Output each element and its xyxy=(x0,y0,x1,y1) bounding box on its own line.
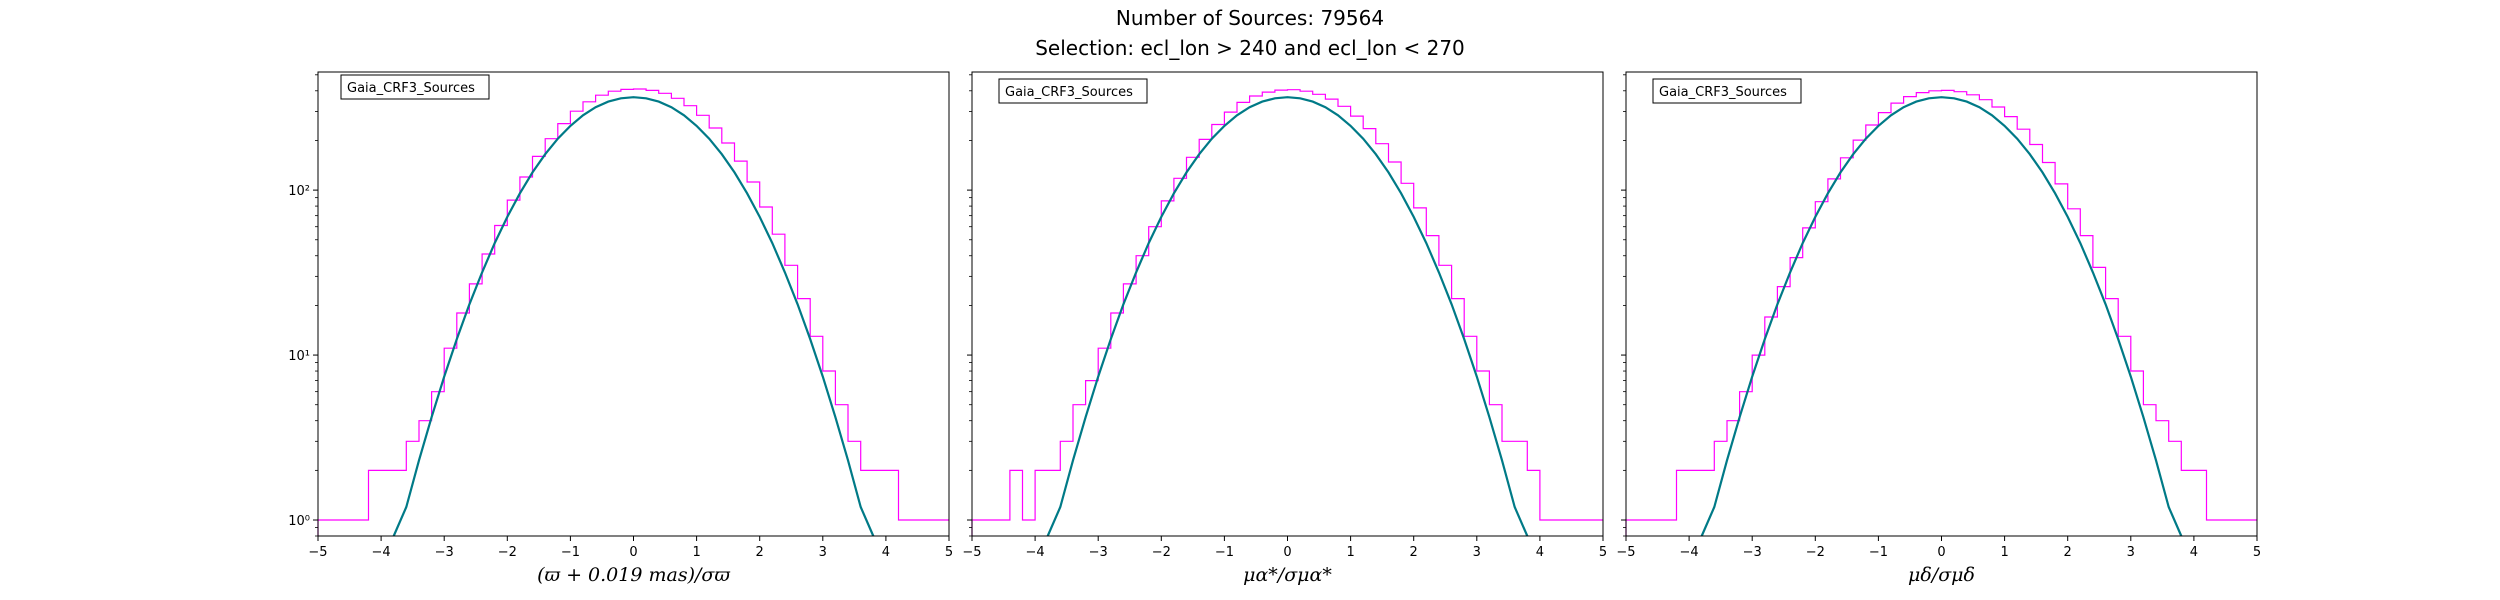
plot-frame xyxy=(1625,71,2258,537)
x-axis-label: μδ/σμδ xyxy=(1908,564,1975,586)
x-tick-label: 2 xyxy=(2064,545,2072,560)
x-tick-label: −2 xyxy=(498,545,517,560)
y-tick-label: 10² xyxy=(288,184,310,199)
panel-1: −5 −4 −3 −2 −1 0 1 2 3 4 5 10⁰ 10¹ 10² (ϖ + 0.019 mas)… xyxy=(288,71,953,586)
x-tick-label: −2 xyxy=(1806,545,1825,560)
legend-label: Gaia_CRF3_Sources xyxy=(1005,85,1133,100)
plot-frame xyxy=(971,71,1604,537)
x-tick-label: 4 xyxy=(882,545,890,560)
x-tick-label: 2 xyxy=(756,545,764,560)
legend-box xyxy=(1652,78,1802,104)
x-tick-label: −3 xyxy=(1089,545,1108,560)
x-tick-label: 5 xyxy=(2253,545,2261,560)
x-tick-label: 1 xyxy=(2000,545,2008,560)
plot-frame xyxy=(317,71,950,537)
x-tick-label: −1 xyxy=(1215,545,1234,560)
histogram-series xyxy=(971,89,1603,536)
x-tick-label: 5 xyxy=(945,545,953,560)
gaussian-fit-line xyxy=(1046,96,1529,537)
x-tick-label: −1 xyxy=(1869,545,1888,560)
legend-box xyxy=(340,74,490,100)
histogram-series xyxy=(1625,89,2257,536)
x-tick-label: −4 xyxy=(372,545,391,560)
x-tick-label: 3 xyxy=(1473,545,1481,560)
figure-subtitle: Selection: ecl_lon > 240 and ecl_lon < 2… xyxy=(1035,36,1465,60)
panel-3: −5 −4 −3 −2 −1 0 1 2 3 4 5 μδ/σμδ Gaia_CRF3_Sources xyxy=(1616,71,2261,586)
x-tick-label: −4 xyxy=(1026,545,1045,560)
gaussian-fit-line xyxy=(392,96,875,537)
figure-title: Number of Sources: 79564 xyxy=(1115,6,1385,30)
x-tick-label: 0 xyxy=(629,545,637,560)
gaussian-fit-line xyxy=(1700,96,2183,537)
x-tick-label: −3 xyxy=(435,545,454,560)
y-tick-label: 10¹ xyxy=(288,349,310,364)
x-tick-label: 0 xyxy=(1283,545,1291,560)
x-tick-label: 1 xyxy=(1346,545,1354,560)
x-tick-label: 3 xyxy=(819,545,827,560)
x-tick-label: −1 xyxy=(561,545,580,560)
x-tick-label: −5 xyxy=(308,545,327,560)
x-tick-label: 2 xyxy=(1410,545,1418,560)
panel-2: −5 −4 −3 −2 −1 0 1 2 3 4 5 μα*/σμα* Gaia_CRF3_Source… xyxy=(962,71,1607,586)
x-axis-label: (ϖ + 0.019 mas)/σϖ xyxy=(537,564,730,586)
x-tick-label: −4 xyxy=(1680,545,1699,560)
x-tick-label: −5 xyxy=(1616,545,1635,560)
x-axis-label: μα*/σμα* xyxy=(1243,564,1332,586)
x-tick-label: −5 xyxy=(962,545,981,560)
x-tick-label: 4 xyxy=(1536,545,1544,560)
x-tick-label: 1 xyxy=(692,545,700,560)
x-tick-label: 4 xyxy=(2190,545,2198,560)
x-tick-label: −2 xyxy=(1152,545,1171,560)
x-tick-label: 0 xyxy=(1937,545,1945,560)
histogram-series xyxy=(317,88,949,536)
x-tick-label: 3 xyxy=(2127,545,2135,560)
legend-box xyxy=(998,78,1148,104)
y-tick-label: 10⁰ xyxy=(288,514,310,529)
legend-label: Gaia_CRF3_Sources xyxy=(1659,85,1787,100)
x-tick-label: 5 xyxy=(1599,545,1607,560)
legend-label: Gaia_CRF3_Sources xyxy=(347,81,475,96)
x-tick-label: −3 xyxy=(1743,545,1762,560)
